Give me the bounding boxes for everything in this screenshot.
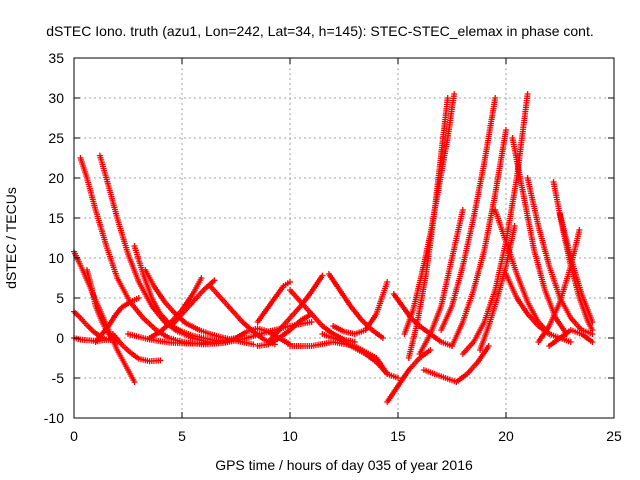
grid-lines [74, 58, 614, 418]
axis-ticks: 0 5 10 15 20 25 -10 -5 0 5 10 15 20 25 30 35 [44, 50, 622, 444]
plus-markers [524, 175, 596, 337]
plus-markers [416, 207, 466, 357]
series-9 [109, 331, 164, 365]
chart-title: dSTEC Iono. truth (azu1, Lon=242, Lat=34… [46, 23, 593, 39]
series-27 [401, 91, 458, 337]
y-tick-label: 20 [48, 170, 64, 186]
plus-markers [92, 295, 142, 345]
y-tick-label: 15 [48, 210, 64, 226]
x-tick-label: 20 [498, 428, 514, 444]
series-22 [330, 279, 391, 337]
y-tick-label: 5 [56, 290, 64, 306]
plus-markers [330, 279, 391, 337]
plus-markers [420, 343, 492, 385]
plus-markers [449, 127, 509, 349]
plus-markers [109, 331, 164, 365]
y-tick-label: 30 [48, 90, 64, 106]
plus-markers [254, 279, 293, 325]
x-tick-label: 5 [178, 428, 186, 444]
x-axis-label: GPS time / hours of day 035 of year 2016 [215, 457, 473, 473]
series-23 [319, 331, 401, 381]
x-tick-label: 10 [282, 428, 298, 444]
y-axis-label: dSTEC / TECUs [3, 187, 19, 289]
x-tick-label: 15 [390, 428, 406, 444]
series-3 [77, 155, 185, 345]
series-29 [420, 343, 492, 385]
x-tick-label: 25 [606, 428, 622, 444]
data-marks [71, 91, 596, 405]
y-tick-label: -10 [44, 410, 64, 426]
plus-markers [401, 91, 458, 337]
plus-markers [546, 327, 596, 349]
series-31 [449, 127, 509, 349]
series-39 [535, 227, 583, 345]
plus-markers [438, 95, 499, 333]
plus-markers [384, 347, 434, 405]
plus-markers [390, 291, 455, 349]
series-6 [92, 295, 142, 345]
series-40 [546, 327, 596, 349]
series-17 [254, 279, 293, 325]
y-tick-label: 35 [48, 50, 64, 66]
series-41 [477, 223, 518, 353]
series-18 [265, 272, 326, 345]
plus-markers [477, 223, 518, 353]
x-tick-label: 0 [70, 428, 78, 444]
plus-markers [207, 283, 278, 348]
y-tick-label: -5 [52, 370, 65, 386]
y-tick-label: 25 [48, 130, 64, 146]
series-25 [390, 291, 455, 349]
y-tick-label: 10 [48, 250, 64, 266]
plus-markers [265, 272, 326, 345]
y-tick-label: 0 [56, 330, 64, 346]
series-24 [384, 347, 434, 405]
plus-markers [535, 227, 583, 345]
series-30 [438, 95, 499, 333]
plot-frame [73, 57, 615, 419]
plus-markers [319, 331, 401, 381]
series-13 [207, 283, 278, 348]
series-36 [524, 175, 596, 337]
plus-markers [77, 155, 185, 345]
series-28 [416, 207, 466, 357]
